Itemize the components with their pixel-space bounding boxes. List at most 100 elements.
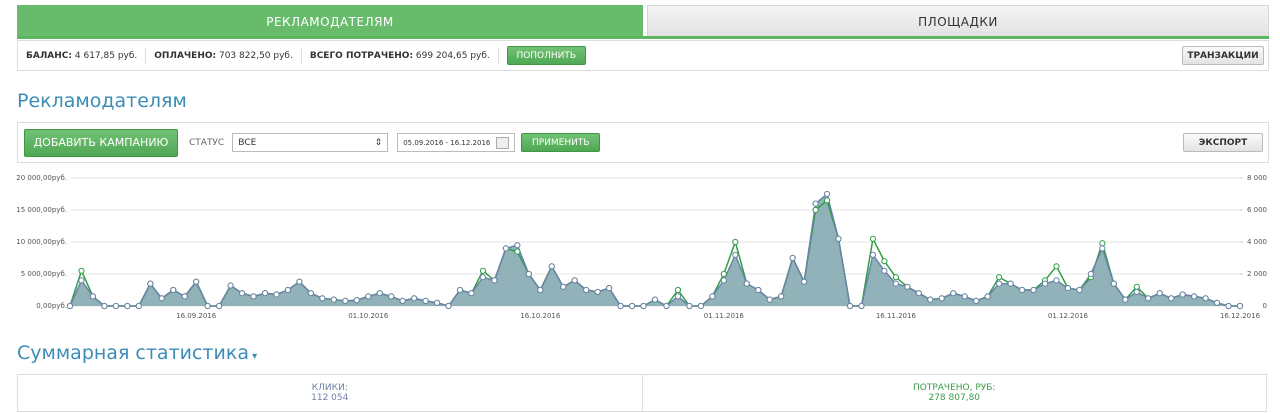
point [1213, 299, 1221, 306]
point [537, 286, 544, 294]
point [181, 293, 188, 300]
balance-bar: БАЛАНС: 4 617,85 руб. ОПЛАЧЕНО: 703 822,… [17, 40, 1269, 71]
x-tick-label: 01.12.2016 [1048, 312, 1089, 320]
point [1087, 270, 1094, 278]
point [720, 277, 727, 284]
topup-button[interactable]: ПОПОЛНИТЬ [506, 46, 586, 65]
x-tick-label: 01.10.2016 [348, 312, 389, 320]
point [938, 295, 945, 302]
point [284, 286, 292, 294]
point [1018, 286, 1026, 294]
point [1099, 240, 1106, 247]
y-tick-label: 5 000,00руб. [21, 270, 67, 278]
point [89, 293, 97, 300]
point [594, 288, 601, 296]
point [342, 297, 349, 304]
point [812, 206, 819, 214]
point [1064, 284, 1072, 292]
point [571, 277, 578, 284]
point [353, 297, 360, 304]
add-campaign-button[interactable]: ДОБАВИТЬ КАМПАНИЮ [24, 128, 178, 157]
point [1236, 302, 1244, 310]
point [514, 248, 521, 255]
y-tick-label: 20 000,00руб. [16, 174, 67, 182]
point [1053, 277, 1060, 284]
point [1099, 245, 1106, 252]
clicks-cell: КЛИКИ: 112 054 [18, 375, 643, 411]
point [663, 302, 670, 310]
point [881, 267, 888, 274]
point [1076, 286, 1083, 294]
point [984, 293, 991, 300]
spent-value: 699 204,65 руб. [415, 50, 490, 61]
x-tick-label: 16.11.2016 [876, 312, 917, 320]
apply-button[interactable]: ПРИМЕНИТЬ [521, 133, 601, 152]
point [686, 302, 693, 310]
y-tick-label: 10 000,00руб. [16, 238, 67, 246]
point [697, 302, 704, 310]
summary-heading[interactable]: Суммарная статистика ▾ [17, 342, 257, 364]
status-value: ВСЕ [238, 137, 257, 148]
point [789, 254, 796, 262]
stat-value: 278 807,80 [928, 393, 981, 403]
stat-value: 112 054 [311, 393, 349, 403]
date-text: 05.09.2016 - 16.12.2016 [403, 138, 491, 147]
date-range[interactable]: 05.09.2016 - 16.12.2016 [397, 133, 516, 152]
x-tick-label: 16.09.2016 [176, 312, 217, 320]
point [640, 302, 647, 310]
point [525, 270, 532, 278]
point [560, 283, 567, 290]
point [66, 302, 74, 310]
point [869, 251, 877, 258]
point [1133, 288, 1140, 296]
point [732, 251, 739, 258]
point [479, 267, 487, 274]
point [778, 293, 785, 300]
point [1191, 293, 1198, 300]
y-tick-label: 0,00руб. [36, 302, 67, 310]
point [709, 293, 716, 300]
section-heading: Рекламодателям [17, 90, 187, 112]
dropdown-caret: ▾ [248, 351, 258, 362]
point [823, 190, 831, 198]
point [273, 291, 280, 298]
point [216, 302, 223, 310]
point [674, 293, 682, 300]
paid-label: ОПЛАЧЕНО: [154, 50, 217, 61]
select-arrow: ⇕ [374, 137, 383, 148]
point [479, 274, 487, 281]
balance-label: БАЛАНС: [26, 50, 73, 61]
status-select[interactable]: ВСЕ ⇕ [232, 133, 389, 152]
export-button[interactable]: ЭКСПОРТ [1183, 133, 1263, 152]
point [250, 293, 257, 300]
transactions-button[interactable]: ТРАНЗАКЦИИ [1182, 46, 1264, 65]
point [1202, 295, 1209, 302]
stat-label: ПОТРАЧЕНО, РУБ: [913, 383, 996, 393]
point [388, 293, 395, 300]
point [858, 302, 865, 310]
point [628, 302, 636, 310]
point [617, 302, 624, 310]
calendar-icon [496, 136, 510, 149]
point [433, 299, 441, 306]
tab-active[interactable]: РЕКЛАМОДАТЕЛЯМ [17, 5, 643, 38]
point [1225, 302, 1232, 310]
point [1179, 291, 1186, 298]
balance-value: 4 617,85 руб. [74, 50, 138, 61]
point [766, 296, 773, 303]
spent-cell: ПОТРАЧЕНО, РУБ: 278 807,80 [643, 375, 1267, 411]
point [514, 242, 521, 249]
y-tick-label: 15 000,00руб. [16, 206, 67, 214]
point [1110, 280, 1117, 287]
point [846, 302, 854, 310]
point [732, 238, 739, 246]
point [261, 290, 269, 297]
status-label: СТАТУС [189, 137, 225, 148]
point [1007, 280, 1014, 287]
chart: 0,00руб. 5 000,00руб. 10 000,00руб. 15 000,… [16, 174, 1267, 320]
point [319, 295, 326, 302]
tab[interactable]: ПЛОЩАДКИ [647, 5, 1269, 38]
point [950, 290, 957, 297]
point [1030, 286, 1037, 294]
area-fill [70, 194, 1240, 306]
